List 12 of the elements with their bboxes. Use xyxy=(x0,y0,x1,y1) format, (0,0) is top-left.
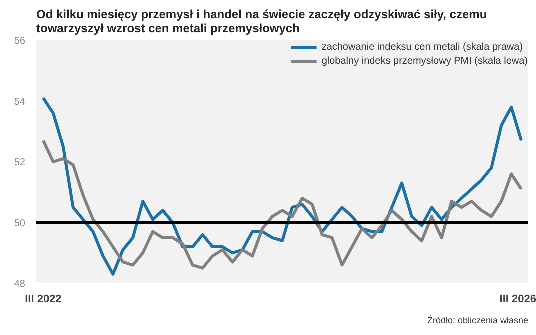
y-tick-label: 56 xyxy=(14,36,26,47)
x-tick-label: III 2022 xyxy=(25,294,62,306)
y-tick-label: 54 xyxy=(14,96,26,108)
y-tick-label: 48 xyxy=(14,279,26,290)
text: Źródło: obliczenia własne xyxy=(427,316,529,326)
y-tick-label: 52 xyxy=(14,158,26,168)
chart-title: Od kilku miesięcy przemysł i handel na świecie zaczęły odzyskiwać siły, czemu towarzyszył wzrost cen metali przemysłowych xyxy=(36,8,488,36)
line-series xyxy=(42,139,524,270)
legend-label: zachowanie indeksu cen metali (skala prawa) xyxy=(322,40,524,54)
x-tick-label: III 2026 xyxy=(500,294,536,306)
legend-label: globalny indeks przemysłowy PMI (skala lewa) xyxy=(322,54,528,68)
y-tick-label: 50 xyxy=(14,218,26,230)
